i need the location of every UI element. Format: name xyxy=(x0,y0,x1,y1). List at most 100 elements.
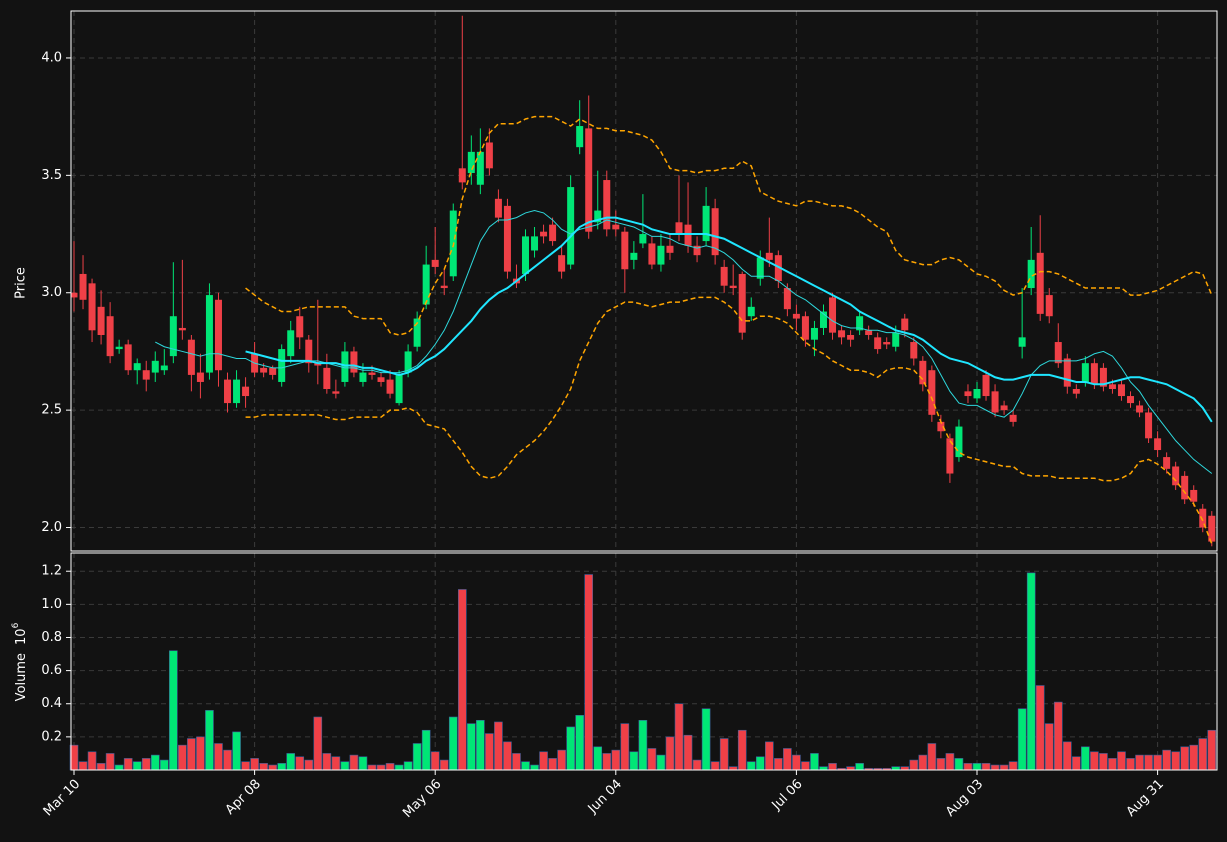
volume-bar xyxy=(286,753,296,771)
volume-bar xyxy=(313,716,323,771)
candle-body xyxy=(621,231,629,270)
candle-body xyxy=(982,374,990,397)
candle-body xyxy=(1036,252,1044,314)
volume-bar xyxy=(629,751,639,771)
volume-bar xyxy=(611,749,621,771)
volume-bar xyxy=(521,761,530,771)
volume-bar xyxy=(774,758,783,771)
candle-body xyxy=(269,367,277,375)
candle-body xyxy=(756,257,764,279)
volume-bar xyxy=(512,753,521,771)
volume-bar xyxy=(530,764,539,771)
candle-body xyxy=(558,255,566,272)
candle-body xyxy=(1172,466,1180,486)
volume-bar xyxy=(647,748,657,771)
volume-bar xyxy=(376,764,386,771)
candle-body xyxy=(79,273,87,300)
candle-body xyxy=(847,335,855,340)
volume-bar xyxy=(160,759,169,771)
volume-bar xyxy=(1144,754,1153,771)
volume-bar xyxy=(403,761,413,771)
candle-body xyxy=(133,363,141,371)
candle-body xyxy=(458,168,466,183)
candle-body xyxy=(332,391,340,394)
candle-body xyxy=(675,222,683,235)
candle-body xyxy=(738,273,746,333)
volume-bar xyxy=(1017,708,1027,771)
candle-body xyxy=(576,126,584,148)
candle-body xyxy=(233,379,241,404)
volume-bar xyxy=(485,733,494,771)
volume-bar xyxy=(801,761,810,771)
price-axis-label: Price xyxy=(14,267,29,299)
volume-bar xyxy=(196,736,205,771)
candle-body xyxy=(865,330,873,335)
candle-body xyxy=(106,316,114,357)
candle-body xyxy=(874,337,882,350)
candle-body xyxy=(196,372,204,382)
candle-body xyxy=(531,236,539,251)
candle-body xyxy=(485,142,493,169)
volume-bar xyxy=(575,715,584,771)
candle-body xyxy=(395,374,403,404)
volume-bar xyxy=(692,759,702,771)
volume-bar xyxy=(945,753,955,771)
candle-body xyxy=(242,386,250,397)
volume-bar xyxy=(467,723,476,771)
volume-bar xyxy=(439,759,449,771)
y-tick-label: 0.4 xyxy=(41,696,62,711)
volume-bar xyxy=(765,741,774,771)
volume-label: Volume xyxy=(14,653,29,701)
volume-bar xyxy=(674,703,684,771)
volume-bar xyxy=(909,759,919,771)
candle-body xyxy=(1090,363,1098,385)
candle-body xyxy=(594,210,602,223)
volume-bar xyxy=(1171,751,1180,771)
volume-bar xyxy=(214,743,223,771)
volume-bar xyxy=(1180,746,1189,771)
volume-bar xyxy=(981,763,991,771)
y-tick-label: 4.0 xyxy=(41,50,62,65)
candle-body xyxy=(386,379,394,394)
volume-bar xyxy=(710,761,720,771)
volume-bar xyxy=(503,741,512,771)
volume-bar xyxy=(394,764,404,771)
volume-bar xyxy=(737,729,747,771)
volume-bar xyxy=(349,754,359,771)
candle-body xyxy=(648,243,656,265)
candle-body xyxy=(792,313,800,319)
candle-body xyxy=(1099,367,1107,387)
volume-bar xyxy=(1162,749,1171,771)
volume-bar xyxy=(638,720,648,771)
volume-bar xyxy=(322,753,332,771)
volume-bar xyxy=(1053,701,1063,771)
candle-body xyxy=(973,389,981,399)
volume-bar xyxy=(620,723,630,771)
candle-body xyxy=(503,205,511,272)
volume-bar xyxy=(1198,738,1208,771)
candle-body xyxy=(603,180,611,230)
candle-body xyxy=(567,187,575,265)
volume-bar xyxy=(936,758,946,771)
volume-bar xyxy=(78,761,88,771)
candle-body xyxy=(955,426,963,458)
candle-body xyxy=(819,311,827,328)
y-tick-label: 0.8 xyxy=(41,630,62,645)
volume-bar xyxy=(114,764,124,771)
volume-bar xyxy=(548,758,557,771)
volume-bar xyxy=(141,758,151,771)
volume-bar xyxy=(1207,729,1217,771)
candle-body xyxy=(341,351,349,382)
volume-bar xyxy=(476,720,485,771)
volume-bar xyxy=(566,726,575,771)
volume-bar xyxy=(1135,754,1144,771)
panel-frame xyxy=(70,552,1218,771)
candle-body xyxy=(883,342,891,345)
volume-bar xyxy=(448,716,458,771)
candle-body xyxy=(440,285,448,289)
volume-bar xyxy=(963,763,973,771)
overlay-line xyxy=(245,296,1213,545)
candle-body xyxy=(97,306,105,335)
volume-bar xyxy=(105,753,115,771)
